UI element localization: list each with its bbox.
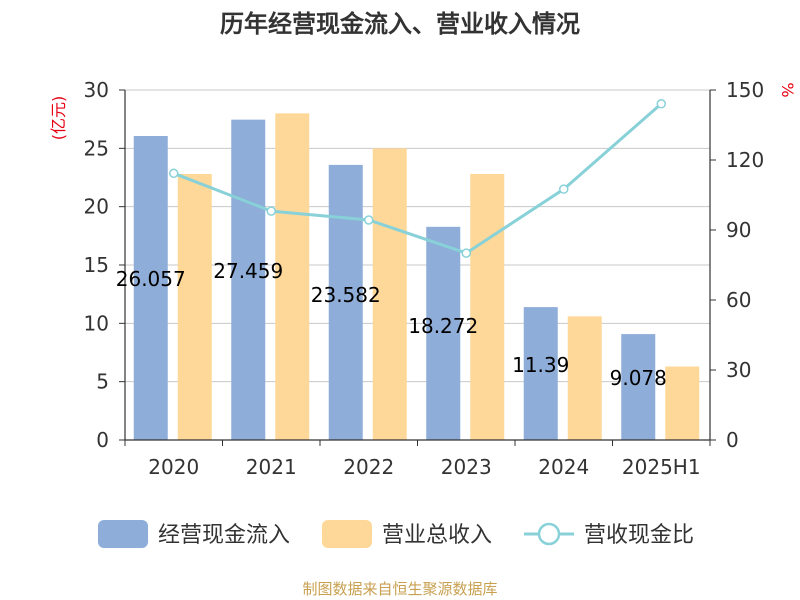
legend-swatch — [98, 520, 148, 548]
data-label: 26.057 — [116, 267, 186, 291]
data-label: 18.272 — [408, 314, 478, 338]
y-right-tick-label: 30 — [726, 358, 751, 382]
x-tick-label: 2021 — [246, 455, 297, 479]
legend-label: 营收现金比 — [584, 523, 694, 548]
data-label: 23.582 — [311, 283, 381, 307]
y-right-unit: % — [778, 82, 797, 97]
y-right-tick-label: 90 — [726, 218, 751, 242]
y-left-tick-label: 25 — [84, 136, 109, 160]
x-tick-label: 2024 — [538, 455, 589, 479]
bar-cash-inflow — [133, 136, 168, 441]
line-point — [656, 99, 666, 109]
bar-revenue — [567, 316, 602, 440]
x-tick-label: 2022 — [343, 455, 394, 479]
y-left-tick-label: 15 — [84, 253, 109, 277]
y-left-unit: (亿元) — [49, 96, 68, 141]
x-tick-label: 2023 — [441, 455, 492, 479]
bar-cash-inflow — [328, 164, 363, 441]
legend: 经营现金流入 营业总收入 营收现金比 — [98, 520, 694, 548]
legend-swatch — [322, 520, 372, 548]
line-point — [169, 168, 179, 179]
legend-label: 营业总收入 — [382, 523, 492, 548]
data-label: 9.078 — [610, 366, 667, 390]
bar-cash-inflow — [231, 119, 266, 441]
y-left-tick-label: 5 — [96, 370, 109, 394]
line-point — [364, 215, 374, 225]
y-left-tick-label: 10 — [84, 311, 109, 335]
y-right-tick-label: 0 — [726, 428, 739, 452]
x-tick-label: 2020 — [148, 455, 199, 479]
y-right-tick-label: 150 — [726, 78, 764, 102]
y-left-tick-label: 0 — [96, 428, 109, 452]
line-point — [461, 248, 471, 258]
chart-title: 历年经营现金流入、营业收入情况 — [220, 10, 580, 38]
bar-cash-inflow — [426, 226, 461, 440]
bars — [133, 113, 700, 441]
line-series — [169, 99, 666, 258]
source-note: 制图数据来自恒生聚源数据库 — [302, 580, 497, 598]
x-tick-label: 2025H1 — [622, 455, 701, 479]
bar-revenue — [177, 174, 212, 440]
grid — [125, 89, 710, 383]
line-point — [559, 184, 569, 194]
y-left-tick-label: 20 — [84, 195, 109, 219]
legend-label: 经营现金流入 — [158, 523, 290, 548]
axes: 0 5 10 15 20 25 30 0 30 60 90 120 150 2020 2021 2022 202… — [84, 78, 765, 479]
data-label: 27.459 — [213, 259, 283, 283]
data-labels: 26.057 27.459 23.582 18.272 11.39 9.078 — [116, 259, 667, 390]
data-label: 11.39 — [512, 353, 569, 377]
bar-revenue — [275, 113, 310, 440]
bar-cash-inflow — [621, 334, 656, 440]
bar-cash-inflow — [523, 307, 558, 440]
line-point — [266, 206, 276, 216]
bar-revenue — [372, 148, 407, 441]
legend-marker — [537, 522, 561, 546]
y-right-tick-label: 60 — [726, 288, 751, 312]
y-right-tick-label: 120 — [726, 148, 764, 172]
bar-revenue — [665, 366, 700, 440]
y-left-tick-label: 30 — [84, 78, 109, 102]
bar-revenue — [470, 174, 505, 440]
line-cash-ratio — [173, 102, 663, 255]
